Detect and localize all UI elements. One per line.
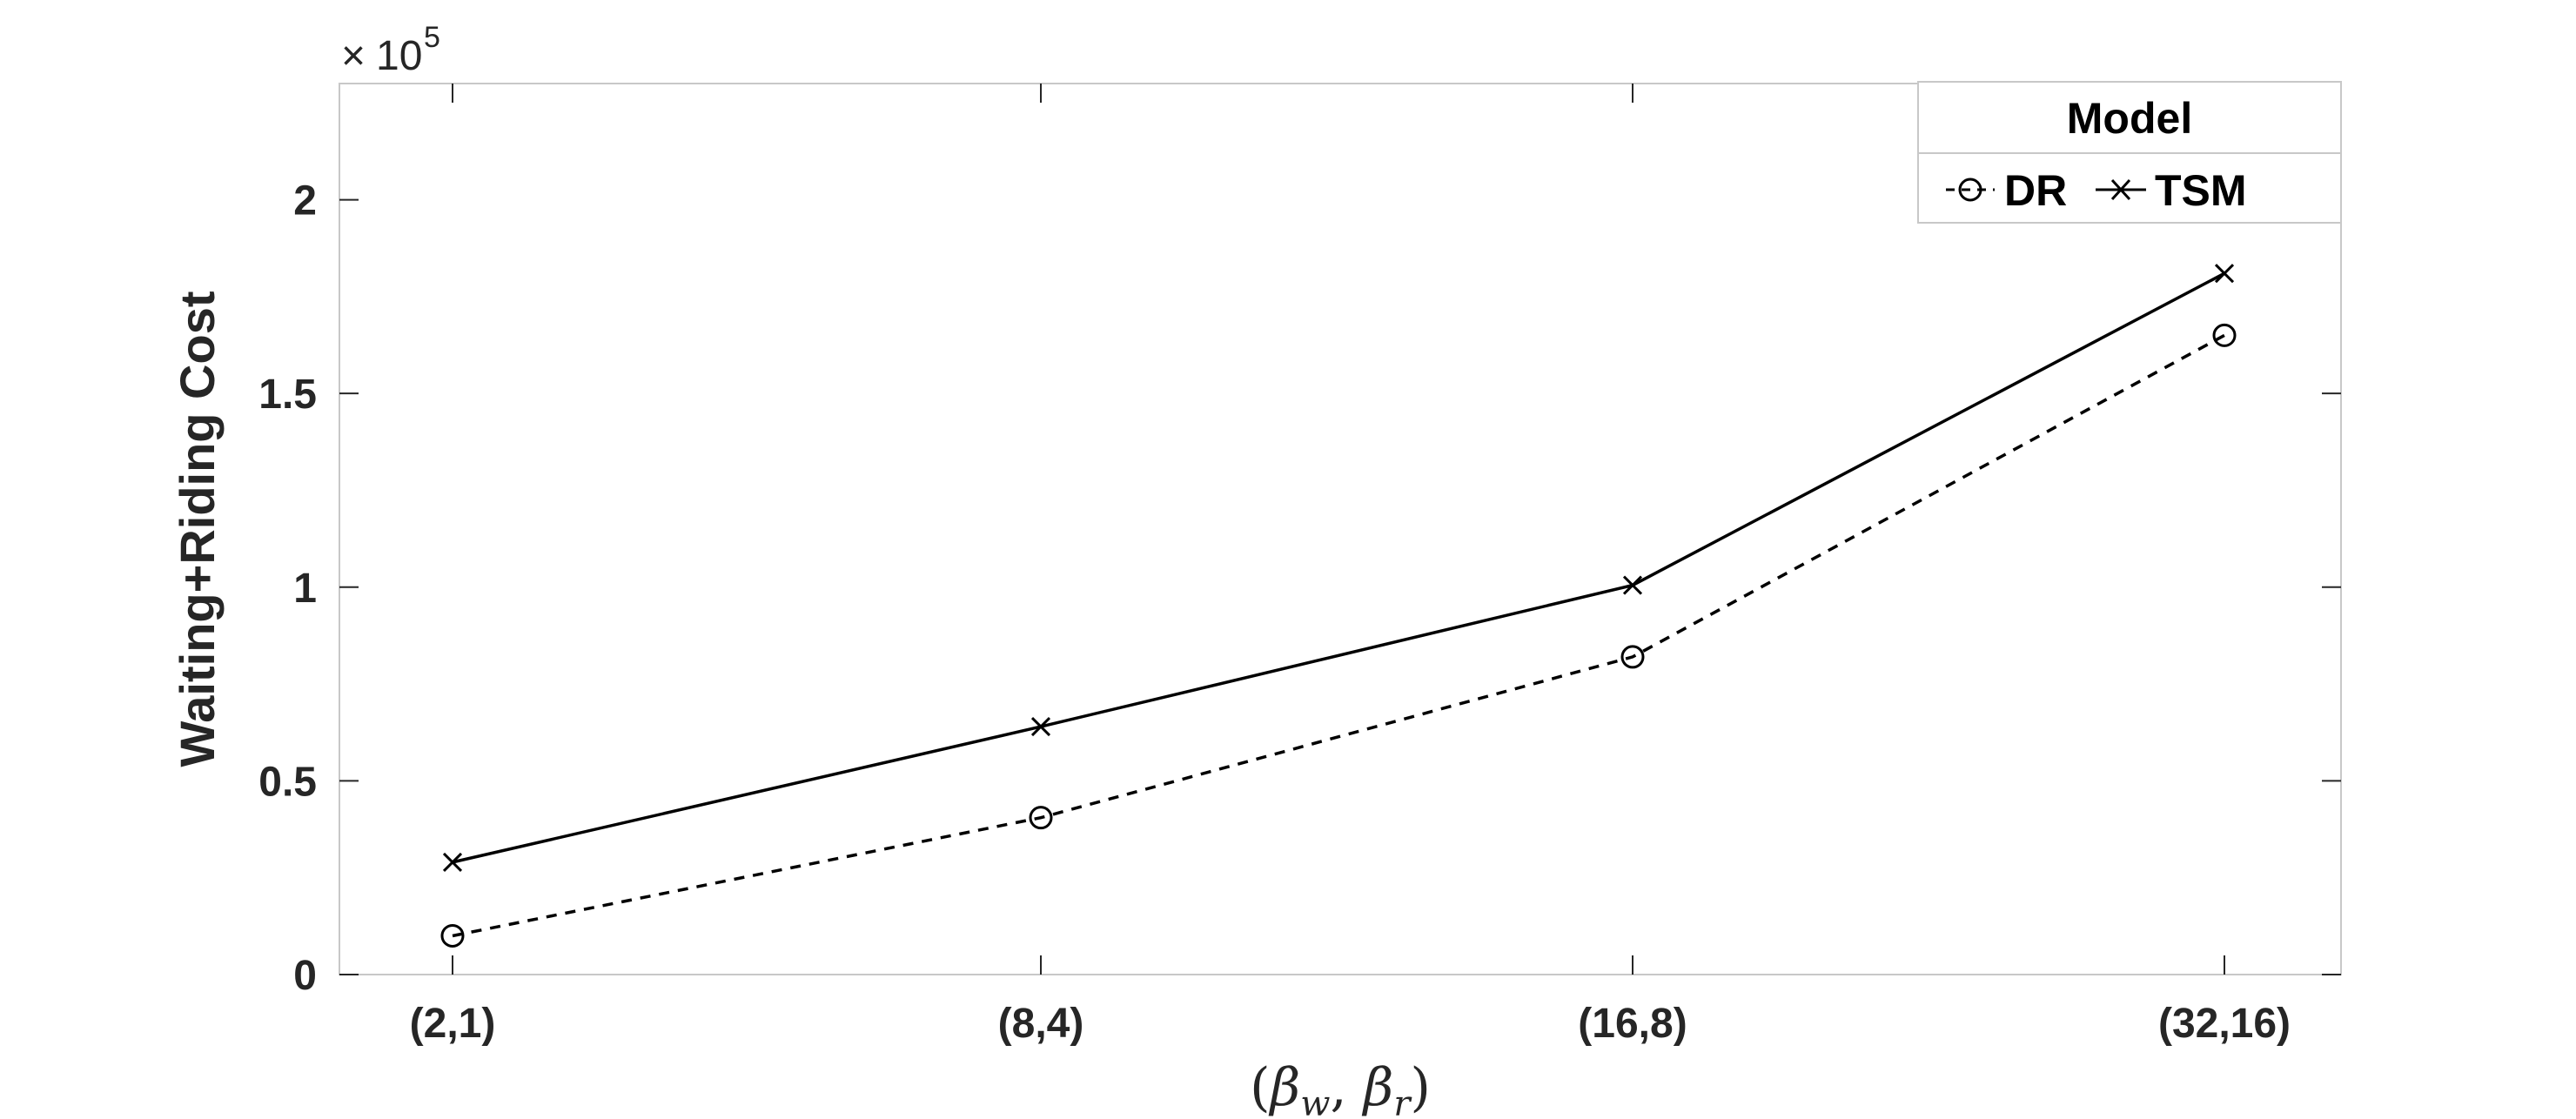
series-dr-point — [1620, 645, 1645, 669]
series-dr-point — [1029, 806, 1053, 830]
series-tsm-point — [442, 852, 463, 872]
series-tsm-line — [452, 271, 2225, 864]
x-axis-ticks: (2,1) (8,4) (16,8) (32,16) — [410, 84, 2291, 1047]
x-tick-label: (2,1) — [410, 1001, 496, 1047]
series-dr-point — [2212, 323, 2237, 347]
legend-tsm-label: TSM — [2155, 166, 2247, 215]
x-axis-label-beta-r: β — [1362, 1057, 1394, 1118]
legend-tsm-marker — [2110, 178, 2131, 201]
x-axis-label-comma: , — [1330, 1057, 1363, 1118]
y-exponent-label: × 10 5 — [341, 21, 440, 79]
y-axis-label: Waiting+Riding Cost — [170, 291, 225, 767]
x-axis-label-close: ) — [1410, 1057, 1430, 1118]
x-tick-label: (16,8) — [1578, 1001, 1687, 1047]
y-exponent-power: 5 — [424, 21, 440, 54]
legend-item-tsm: TSM — [2096, 166, 2247, 215]
y-axis-ticks: 0 0.5 1 1.5 2 — [258, 178, 2341, 999]
legend-item-dr: DR — [1946, 166, 2067, 215]
series-dr-line — [452, 333, 2225, 938]
series-tsm-point — [2214, 264, 2235, 284]
series-tsm — [442, 264, 2235, 872]
series-dr-point — [440, 923, 465, 948]
x-axis-label: (βw, βr) — [1250, 1057, 1431, 1119]
series-group — [440, 264, 2237, 948]
x-tick-label: (8,4) — [998, 1001, 1084, 1047]
series-tsm-point — [1622, 575, 1643, 595]
series-dr — [440, 323, 2237, 948]
y-exponent-base: 10 — [376, 33, 422, 79]
legend: Model DR TSM — [1917, 81, 2342, 224]
legend-dr-label: DR — [2004, 166, 2067, 215]
legend-dr-marker — [1958, 178, 1982, 202]
x-axis-label-open: ( — [1250, 1057, 1270, 1118]
y-tick-label: 0 — [293, 953, 317, 999]
legend-title: Model — [2067, 94, 2192, 143]
x-axis-label-sub-r: r — [1393, 1084, 1412, 1119]
x-tick-label: (32,16) — [2158, 1001, 2291, 1047]
y-tick-label: 1.5 — [258, 372, 317, 418]
series-tsm-point — [1030, 717, 1051, 737]
y-tick-label: 0.5 — [258, 759, 317, 805]
plot-area — [339, 83, 2342, 975]
y-tick-label: 2 — [293, 178, 317, 224]
x-axis-label-sub-w: w — [1300, 1084, 1330, 1119]
y-tick-label: 1 — [293, 566, 317, 612]
x-axis-label-beta-w: β — [1269, 1057, 1301, 1118]
y-exponent-times: × — [341, 33, 366, 79]
